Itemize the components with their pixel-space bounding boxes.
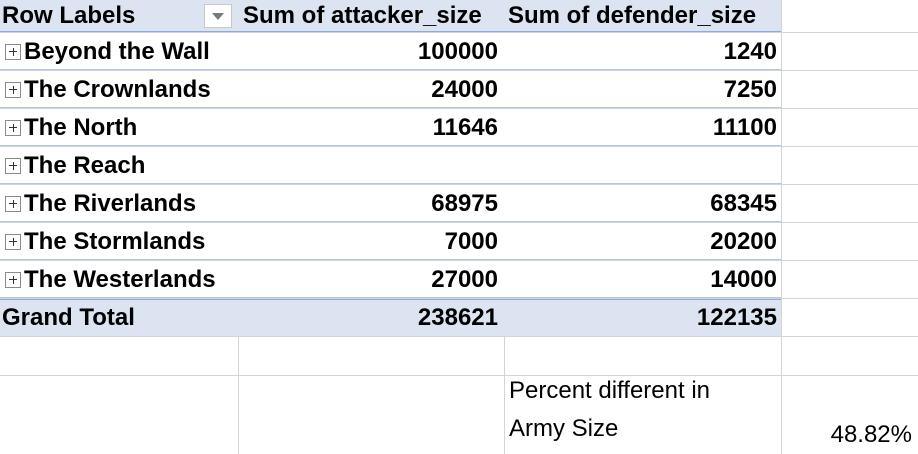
attacker-size-cell[interactable]: 24000 [238, 71, 504, 108]
defender-size-cell[interactable]: 14000 [504, 261, 781, 298]
grand-total-defender-cell[interactable]: 122135 [504, 299, 781, 336]
row-fill [0, 223, 781, 260]
row-fill [0, 109, 781, 146]
row-label-cell[interactable]: The Riverlands [0, 185, 238, 222]
row-label-cell[interactable]: The Crownlands [0, 71, 238, 108]
expand-plus-icon[interactable] [5, 119, 21, 136]
attacker-size-cell[interactable]: 100000 [238, 33, 504, 70]
attacker-size-value: 7000 [444, 227, 498, 255]
row-label-cell[interactable]: The Reach [0, 147, 238, 184]
grand-total-attacker-value: 238621 [417, 303, 498, 331]
defender-size-cell[interactable]: 20200 [504, 223, 781, 260]
row-label: The Westerlands [24, 265, 216, 293]
grand-total-label-cell[interactable]: Grand Total [0, 299, 238, 336]
expand-plus-icon[interactable] [5, 157, 21, 174]
row-labels-filter-button[interactable] [204, 4, 232, 28]
attacker-size-value: 11646 [432, 113, 498, 141]
row-fill [0, 185, 781, 222]
defender-size-cell[interactable]: 11100 [504, 109, 781, 146]
row-fill [0, 261, 781, 298]
pivot-row[interactable]: The Westerlands 27000 14000 [0, 261, 918, 299]
defender-size-cell[interactable] [504, 147, 781, 184]
attacker-size-value: 100000 [417, 37, 498, 65]
row-labels-header-text: Row Labels [2, 2, 136, 29]
attacker-size-cell[interactable]: 7000 [238, 223, 504, 260]
pivot-header-row: Row Labels Sum of attacker_size Sum of d… [0, 0, 918, 33]
pivot-row[interactable]: The Reach [0, 147, 918, 185]
dropdown-arrow-icon [212, 12, 224, 20]
row-label: The North [24, 113, 138, 141]
row-label: Beyond the Wall [24, 37, 210, 65]
gridline-vertical [238, 337, 239, 454]
row-fill [0, 71, 781, 108]
row-labels-header[interactable]: Row Labels [0, 0, 238, 32]
row-label-cell[interactable]: The Stormlands [0, 223, 238, 260]
percent-different-label-line1: Percent different in [509, 377, 711, 404]
pivot-row[interactable]: The Stormlands 7000 20200 [0, 223, 918, 261]
defender-size-cell[interactable]: 1240 [504, 33, 781, 70]
percent-different-value: 48.82% [830, 421, 912, 448]
grand-total-row[interactable]: Grand Total 238621 122135 [0, 299, 918, 337]
defender-size-cell[interactable]: 68345 [504, 185, 781, 222]
attacker-size-value: 24000 [431, 75, 498, 103]
expand-plus-icon[interactable] [5, 195, 21, 212]
gridline-vertical [781, 0, 782, 454]
attacker-size-cell[interactable]: 27000 [238, 261, 504, 298]
defender-size-header-text: Sum of defender_size [508, 2, 757, 29]
pivot-row[interactable]: The Riverlands 68975 68345 [0, 185, 918, 223]
row-label-cell[interactable]: The Westerlands [0, 261, 238, 298]
defender-size-cell[interactable]: 7250 [504, 71, 781, 108]
pivot-row[interactable]: The Crownlands 24000 7250 [0, 71, 918, 109]
defender-size-value: 7250 [723, 75, 777, 103]
attacker-size-cell[interactable]: 11646 [238, 109, 504, 146]
defender-size-value: 11100 [712, 113, 777, 141]
pivot-row[interactable]: Beyond the Wall 100000 1240 [0, 33, 918, 71]
attacker-size-cell[interactable]: 68975 [238, 185, 504, 222]
row-label: The Reach [24, 151, 146, 179]
grand-total-defender-value: 122135 [696, 303, 777, 331]
expand-plus-icon[interactable] [5, 81, 21, 98]
grand-total-attacker-cell[interactable]: 238621 [238, 299, 504, 336]
defender-size-value: 1240 [723, 37, 777, 65]
pivot-row[interactable]: The North 11646 11100 [0, 109, 918, 147]
defender-size-header[interactable]: Sum of defender_size [504, 0, 781, 32]
grand-total-label: Grand Total [2, 303, 135, 331]
expand-plus-icon[interactable] [5, 271, 21, 288]
gridline-horizontal [0, 375, 918, 376]
header-fill [0, 0, 781, 32]
row-label: The Riverlands [24, 189, 197, 217]
total-fill [0, 299, 781, 336]
row-label: The Crownlands [24, 75, 211, 103]
row-label-cell[interactable]: The North [0, 109, 238, 146]
attacker-size-value: 27000 [431, 265, 498, 293]
row-fill [0, 33, 781, 70]
attacker-size-header-text: Sum of attacker_size [243, 2, 482, 29]
attacker-size-header[interactable]: Sum of attacker_size [238, 0, 504, 32]
gridline-vertical [504, 337, 505, 454]
row-label: The Stormlands [24, 227, 206, 255]
defender-size-value: 20200 [710, 227, 777, 255]
attacker-size-value: 68975 [431, 189, 498, 217]
row-label-cell[interactable]: Beyond the Wall [0, 33, 238, 70]
row-fill [0, 147, 781, 184]
defender-size-value: 14000 [710, 265, 777, 293]
expand-plus-icon[interactable] [5, 43, 21, 60]
defender-size-value: 68345 [710, 189, 777, 217]
percent-different-label-line2: Army Size [509, 415, 619, 442]
expand-plus-icon[interactable] [5, 233, 21, 250]
attacker-size-cell[interactable] [238, 147, 504, 184]
percent-different-value-cell[interactable]: 48.82% [781, 416, 918, 454]
